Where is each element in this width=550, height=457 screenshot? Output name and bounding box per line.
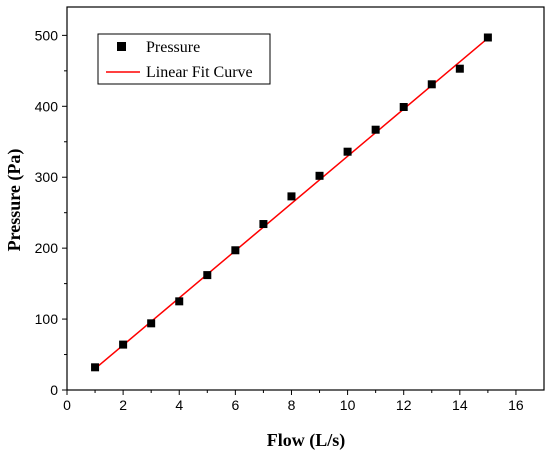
data-point	[427, 80, 436, 89]
data-point	[483, 33, 492, 42]
data-point	[259, 220, 268, 229]
y-axis-title: Pressure (Pa)	[4, 149, 25, 252]
data-point	[231, 246, 240, 255]
x-tick-label: 10	[340, 397, 356, 413]
data-point	[399, 103, 408, 112]
x-tick-label: 6	[231, 397, 239, 413]
data-point	[203, 271, 212, 280]
x-tick-label: 2	[119, 397, 127, 413]
x-tick-label: 8	[288, 397, 296, 413]
x-tick-label: 14	[452, 397, 468, 413]
plot-frame	[66, 6, 545, 391]
x-tick-label: 12	[396, 397, 412, 413]
y-tick-label: 300	[35, 169, 59, 185]
data-point	[371, 125, 380, 134]
x-axis-title: Flow (L/s)	[267, 430, 346, 451]
data-point	[287, 192, 296, 201]
plot-area: 0 2 4 6 8 10 12 14 16 0 100 200 300 400 500	[35, 6, 545, 413]
legend-marker-pressure	[117, 42, 126, 51]
y-tick-label: 400	[35, 98, 59, 114]
y-tick-label: 100	[35, 311, 59, 327]
legend-label-pressure: Pressure	[146, 39, 200, 56]
data-point	[147, 319, 156, 328]
data-point	[455, 64, 464, 73]
x-tick-label: 16	[508, 397, 524, 413]
y-tick-label: 0	[50, 382, 58, 398]
legend-label-fit: Linear Fit Curve	[146, 64, 253, 81]
legend: Pressure Linear Fit Curve	[97, 33, 271, 85]
data-point	[175, 297, 184, 306]
data-point	[343, 147, 352, 156]
fit-line	[94, 37, 489, 370]
legend-box	[97, 33, 271, 85]
y-tick-label: 200	[35, 240, 59, 256]
x-tick-label: 4	[175, 397, 183, 413]
y-tick-label: 500	[35, 27, 59, 43]
data-point	[315, 171, 324, 180]
data-point	[119, 340, 128, 349]
x-tick-label: 0	[63, 397, 71, 413]
data-point	[91, 363, 100, 372]
